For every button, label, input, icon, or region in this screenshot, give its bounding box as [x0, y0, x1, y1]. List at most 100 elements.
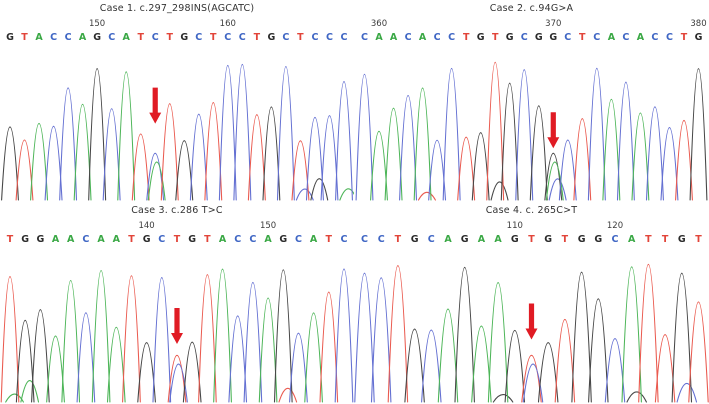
base-letter: T	[7, 234, 14, 245]
base-letter: T	[562, 234, 569, 245]
base-letter: C	[521, 32, 528, 43]
base-letter: G	[93, 32, 101, 43]
case-2-panel: Case 2. c.94G>A 360 370 380 C A A C A C C T G T G C G G C…	[354, 0, 709, 202]
trace-peak	[228, 315, 248, 403]
trace-minor-peak	[490, 181, 509, 201]
base-letter: G	[506, 32, 514, 43]
base-letter: A	[310, 234, 318, 245]
base-letter: A	[123, 32, 131, 43]
trace-peak	[88, 68, 107, 201]
trace-peak	[91, 270, 111, 403]
trace-peak	[671, 272, 693, 403]
base-letter: A	[608, 32, 616, 43]
mutation-arrow	[525, 303, 538, 340]
trace-peak	[638, 263, 659, 403]
trace-peak	[273, 269, 293, 403]
trace-peak	[354, 272, 375, 403]
trace-minor-peak	[310, 178, 329, 201]
trace-peak	[76, 312, 96, 403]
trace-minor-peak	[20, 380, 40, 403]
position-label: 380	[690, 19, 706, 29]
trace-peak	[289, 332, 308, 403]
trace-peak	[399, 95, 418, 201]
position-label: 110	[507, 221, 523, 231]
trace-peak	[175, 140, 194, 201]
mutation-arrow	[547, 112, 560, 149]
base-letter: G	[511, 234, 519, 245]
base-letter: C	[108, 32, 115, 43]
trace-peak	[457, 136, 476, 201]
base-letter: T	[137, 32, 144, 43]
trace-peak	[335, 81, 353, 201]
trace-peak	[529, 105, 548, 201]
trace-peak	[588, 298, 609, 403]
trace-secondary-peak	[147, 161, 166, 201]
trace-peak	[276, 65, 295, 201]
trace-secondary-peak	[169, 363, 188, 403]
trace-peak	[73, 104, 92, 201]
trace-peak	[689, 68, 708, 201]
base-letter: G	[578, 234, 586, 245]
base-letter: C	[341, 32, 348, 43]
base-letter: A	[264, 234, 272, 245]
base-letter: C	[50, 32, 57, 43]
base-letter: T	[662, 234, 669, 245]
trace-peak	[384, 107, 403, 201]
trace-peak	[31, 309, 50, 403]
case-4-title: Case 4. c. 265C>T	[485, 205, 578, 216]
trace-peak	[167, 354, 187, 403]
trace-peak	[421, 329, 442, 403]
trace-minor-peak	[548, 178, 567, 201]
base-letter: G	[695, 32, 703, 43]
base-letter: T	[174, 234, 181, 245]
trace-peak	[437, 308, 459, 403]
base-letter: G	[678, 234, 686, 245]
trace-peak	[304, 312, 323, 403]
trace-peak	[160, 103, 179, 201]
trace-peak	[504, 330, 526, 403]
base-letter: C	[295, 234, 302, 245]
base-letter: C	[651, 32, 658, 43]
base-letter: A	[444, 234, 452, 245]
base-letter: G	[594, 234, 602, 245]
trace-peak	[404, 328, 425, 403]
base-letter: T	[210, 32, 217, 43]
trace-peak	[631, 112, 650, 201]
trace-peak	[247, 114, 266, 201]
case-3-panel: Case 3. c.286 T>C 140 150 T G G A A C A A T G C T G T A C…	[0, 202, 354, 404]
base-letter: A	[637, 32, 645, 43]
trace-peak	[471, 325, 492, 403]
base-letter: T	[254, 32, 261, 43]
trace-peak	[587, 68, 606, 201]
base-letter: A	[113, 234, 121, 245]
position-label: 150	[260, 221, 276, 231]
trace-peak	[262, 106, 281, 201]
base-letter: T	[695, 234, 702, 245]
trace-peak	[515, 69, 534, 201]
trace-peak	[660, 127, 679, 201]
trace-peak	[602, 99, 621, 201]
base-letter: C	[239, 32, 246, 43]
base-letter: G	[544, 234, 552, 245]
trace-peak	[616, 81, 635, 201]
base-letter: T	[528, 234, 535, 245]
position-label: 160	[220, 19, 236, 29]
trace-peak	[117, 71, 136, 201]
trace-peak	[320, 115, 339, 201]
base-letter: C	[152, 32, 159, 43]
base-letter: A	[67, 234, 75, 245]
base-letter: G	[267, 32, 275, 43]
trace-peak	[604, 338, 626, 403]
trace-minor-peak	[278, 387, 298, 403]
case-1-title: Case 1. c.297_298INS(AGCATC)	[99, 3, 255, 14]
position-label: 150	[89, 19, 105, 29]
position-label: 370	[545, 19, 561, 29]
trace-peak	[334, 268, 354, 403]
base-letter: T	[21, 32, 28, 43]
trace-peak	[30, 123, 49, 201]
trace-peak	[305, 116, 324, 201]
trace-peak	[59, 87, 78, 201]
base-letter: T	[204, 234, 211, 245]
base-letter: G	[180, 32, 188, 43]
